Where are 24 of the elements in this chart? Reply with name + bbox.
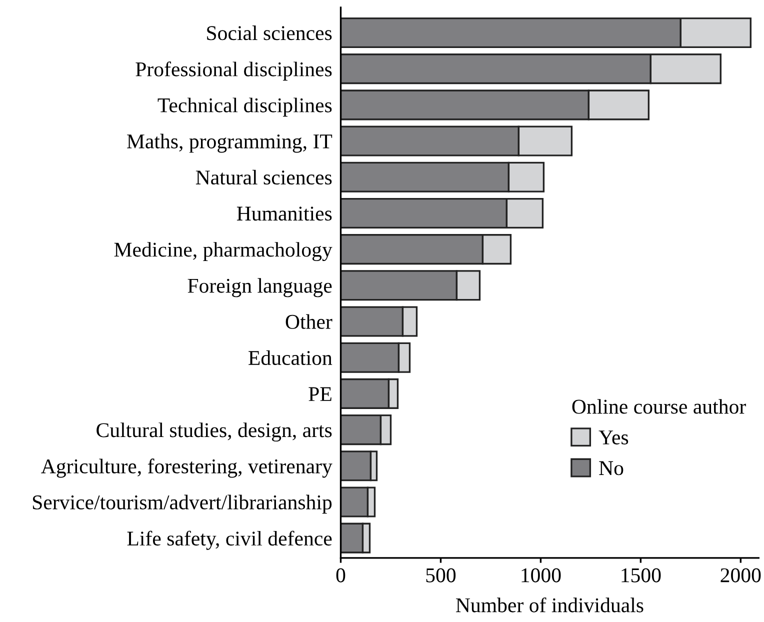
x-tick-label: 2000: [720, 568, 761, 582]
y-tick-label: Medicine, pharmachology: [114, 242, 332, 262]
y-tick-label: Social sciences: [207, 26, 332, 40]
y-tick-label: Maths, programming, IT: [127, 134, 332, 153]
x-tick-label: 1500: [622, 568, 661, 582]
x-tick-label: 0: [336, 568, 346, 582]
x-tick-label: 500: [426, 568, 456, 582]
y-tick-label: Foreign language: [188, 278, 332, 298]
y-tick-label: Technical disciplines: [158, 98, 332, 117]
y-tick-label: Humanities: [236, 206, 332, 221]
y-tick-label: Cultural studies, design, arts: [96, 422, 332, 442]
y-tick-label: Other: [286, 314, 332, 329]
x-axis-title: Number of individuals: [456, 597, 644, 612]
y-tick-label: Professional disciplines: [136, 61, 332, 81]
y-tick-label: Life safety, civil defence: [127, 530, 332, 550]
y-tick-label: Service/tourism/advert/librarianship: [32, 494, 332, 514]
y-tick-label: Agriculture, forestering, vetirenary: [41, 458, 332, 478]
y-tick-label: PE: [308, 387, 332, 401]
legend-title: Online course author: [572, 399, 746, 414]
y-tick-label: Education: [248, 350, 332, 366]
x-tick-label: 1000: [522, 568, 561, 582]
legend-label: Yes: [598, 430, 628, 444]
y-tick-label: Natural sciences: [196, 170, 332, 185]
legend-label: No: [599, 461, 624, 476]
